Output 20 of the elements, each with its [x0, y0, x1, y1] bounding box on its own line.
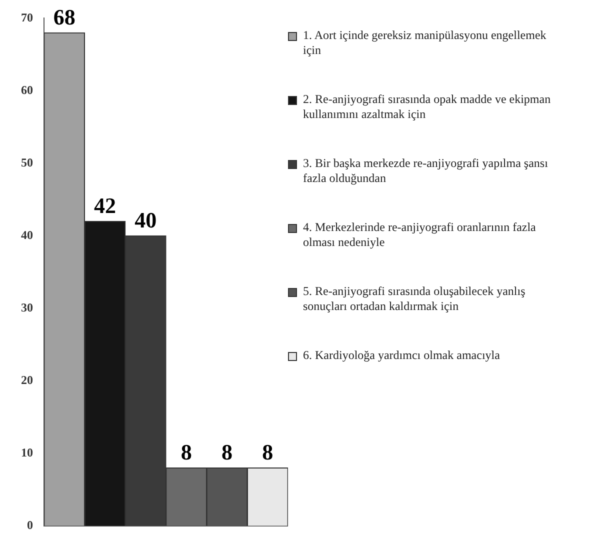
- y-tick-label: 10: [21, 445, 33, 460]
- legend-label: 4. Merkezlerinde re-anjiyografi oranlarının fazla olması nedeniyle: [303, 220, 537, 250]
- y-tick-label: 60: [21, 82, 33, 97]
- data-label: 42: [94, 192, 116, 218]
- data-label: 8: [262, 439, 274, 464]
- legend-label: 1. Aort içinde gereksiz manipülasyonu engellemek için: [303, 28, 548, 58]
- legend-label: 3. Bir başka merkezde re-anjiyografi yapılma şansı fazla olduğundan: [303, 156, 549, 186]
- data-label: 68: [53, 4, 76, 30]
- y-tick-label: 50: [21, 155, 33, 170]
- legend-label: 2. Re-anjiyografi sırasında opak madde ve ekipman kullanımını azaltmak için: [303, 92, 552, 122]
- legend-label: 6. Kardiyoloğa yardımcı olmak amacıyla: [303, 348, 501, 363]
- y-tick-label: 70: [21, 10, 33, 24]
- y-tick-label: 30: [21, 300, 33, 314]
- data-label: 40: [134, 207, 157, 232]
- y-tick-label: 20: [21, 372, 33, 387]
- y-tick-label: 0: [27, 518, 33, 532]
- y-tick-label: 40: [21, 228, 33, 242]
- legend-label: 5. Re-anjiyografi sırasında oluşabilecek yanlış sonuçları ortadan kaldırmak için: [303, 284, 526, 314]
- data-label: 8: [180, 439, 192, 464]
- data-label: 8: [222, 439, 232, 464]
